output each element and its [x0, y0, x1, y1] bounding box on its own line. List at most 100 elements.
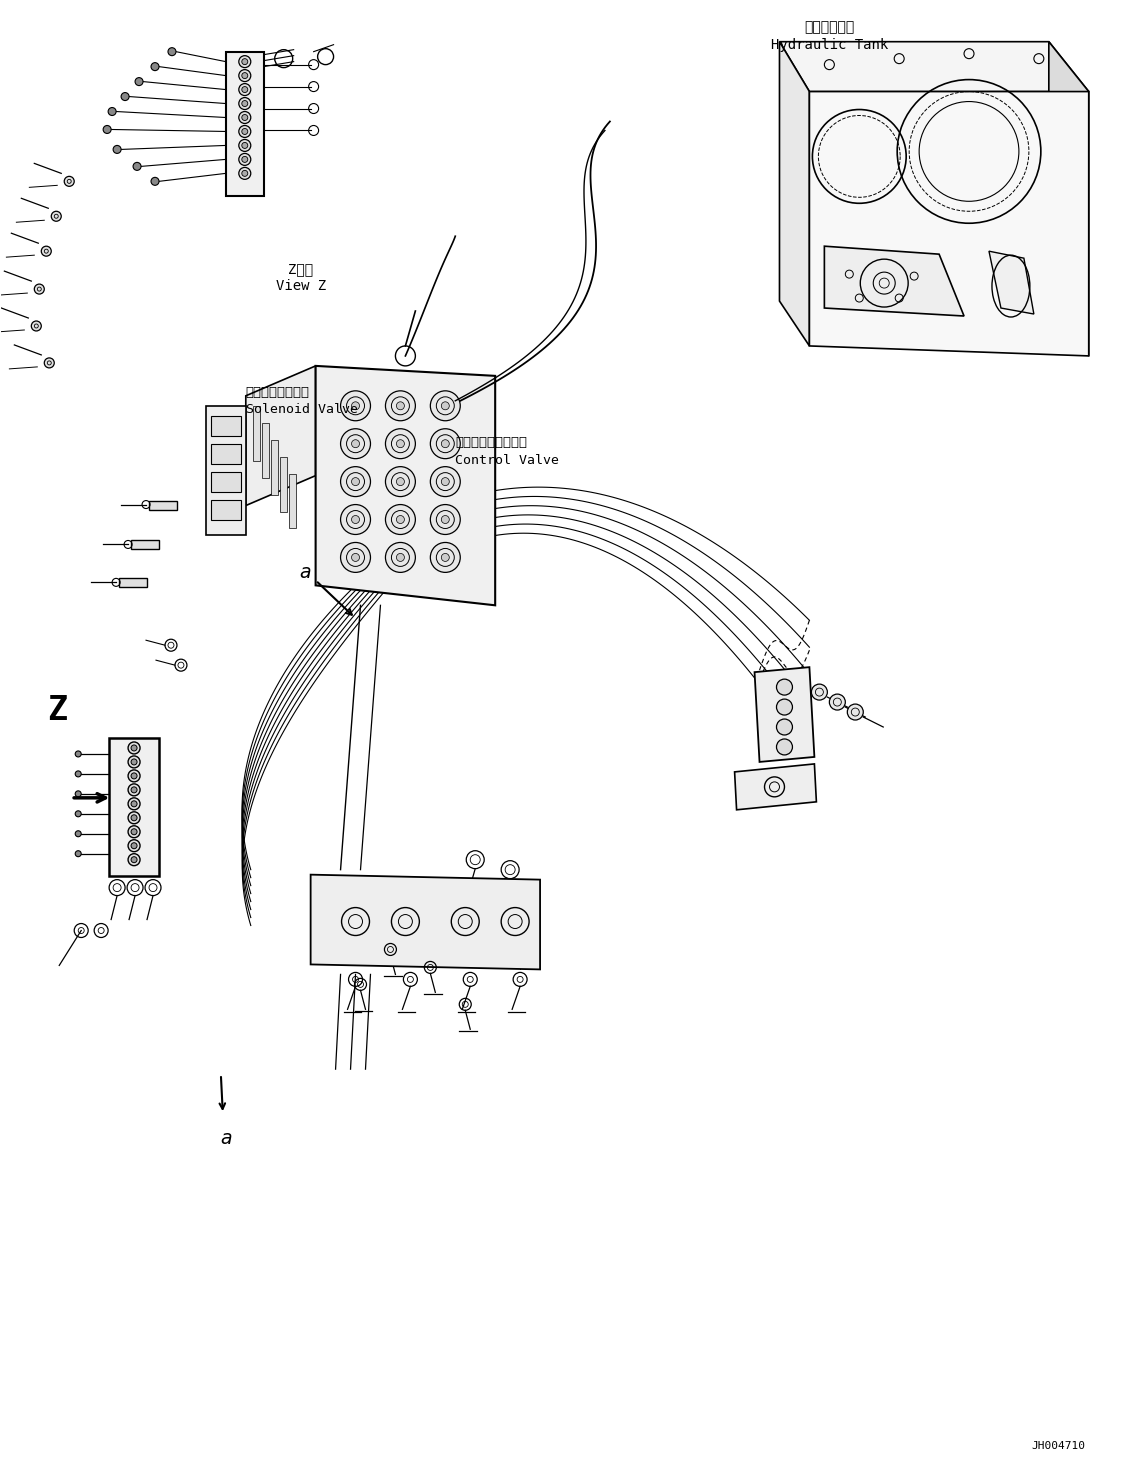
- Circle shape: [131, 758, 138, 766]
- Circle shape: [441, 402, 449, 409]
- Circle shape: [168, 48, 176, 56]
- Circle shape: [397, 516, 405, 523]
- Circle shape: [242, 129, 248, 134]
- Circle shape: [242, 58, 248, 64]
- Circle shape: [32, 321, 41, 332]
- Circle shape: [131, 856, 138, 862]
- Circle shape: [239, 168, 251, 180]
- Polygon shape: [310, 875, 540, 970]
- Circle shape: [341, 542, 371, 573]
- Bar: [131, 541, 159, 549]
- Circle shape: [75, 850, 81, 856]
- Bar: [210, 472, 241, 491]
- Bar: [226, 51, 264, 196]
- Text: ソレノイドバルブ: ソレノイドバルブ: [246, 386, 309, 399]
- Circle shape: [108, 108, 116, 115]
- Circle shape: [239, 98, 251, 110]
- Circle shape: [385, 428, 415, 459]
- Circle shape: [239, 111, 251, 124]
- Bar: [119, 579, 147, 587]
- Circle shape: [441, 478, 449, 485]
- Polygon shape: [810, 92, 1089, 356]
- Polygon shape: [755, 668, 814, 763]
- Circle shape: [131, 745, 138, 751]
- Text: Z　視: Z 視: [288, 262, 313, 276]
- Circle shape: [341, 504, 371, 535]
- Circle shape: [397, 440, 405, 447]
- Circle shape: [128, 853, 140, 866]
- Polygon shape: [780, 42, 1089, 92]
- Circle shape: [75, 790, 81, 796]
- Circle shape: [385, 466, 415, 497]
- Circle shape: [128, 798, 140, 809]
- Text: Hydraulic Tank: Hydraulic Tank: [771, 38, 888, 51]
- Circle shape: [41, 247, 51, 256]
- Circle shape: [430, 428, 460, 459]
- Circle shape: [777, 739, 792, 755]
- Circle shape: [239, 83, 251, 95]
- Circle shape: [351, 554, 359, 561]
- Text: Z: Z: [48, 694, 67, 726]
- Circle shape: [75, 751, 81, 757]
- Circle shape: [131, 801, 138, 806]
- Circle shape: [777, 719, 792, 735]
- Circle shape: [829, 694, 845, 710]
- Circle shape: [128, 812, 140, 824]
- Polygon shape: [246, 365, 316, 506]
- Circle shape: [351, 478, 359, 485]
- Polygon shape: [780, 42, 810, 346]
- Circle shape: [812, 684, 828, 700]
- Text: a: a: [300, 562, 312, 581]
- Circle shape: [777, 698, 792, 714]
- Circle shape: [34, 283, 44, 294]
- Circle shape: [441, 554, 449, 561]
- Polygon shape: [989, 251, 1034, 314]
- Text: View Z: View Z: [275, 279, 326, 294]
- Bar: [206, 406, 246, 536]
- Circle shape: [75, 831, 81, 837]
- Bar: [109, 738, 159, 875]
- Circle shape: [341, 466, 371, 497]
- Circle shape: [847, 704, 863, 720]
- Circle shape: [341, 392, 371, 421]
- Text: 作動油タンク: 作動油タンク: [804, 20, 855, 34]
- Circle shape: [103, 126, 111, 133]
- Text: JH004710: JH004710: [1031, 1441, 1086, 1451]
- Circle shape: [242, 156, 248, 162]
- Circle shape: [151, 177, 159, 186]
- Circle shape: [239, 126, 251, 137]
- Circle shape: [135, 77, 143, 86]
- Circle shape: [242, 171, 248, 177]
- Circle shape: [351, 402, 359, 409]
- Circle shape: [397, 478, 405, 485]
- Bar: [252, 406, 259, 460]
- Polygon shape: [824, 247, 964, 316]
- Circle shape: [430, 392, 460, 421]
- Circle shape: [122, 92, 130, 101]
- Circle shape: [351, 516, 359, 523]
- Circle shape: [242, 86, 248, 92]
- Polygon shape: [1048, 42, 1089, 356]
- Text: a: a: [219, 1129, 232, 1148]
- Circle shape: [128, 755, 140, 768]
- Circle shape: [441, 440, 449, 447]
- Circle shape: [131, 815, 138, 821]
- Circle shape: [441, 516, 449, 523]
- Circle shape: [385, 542, 415, 573]
- Circle shape: [44, 358, 55, 368]
- Circle shape: [430, 466, 460, 497]
- Circle shape: [239, 56, 251, 67]
- Polygon shape: [316, 365, 496, 605]
- Circle shape: [341, 428, 371, 459]
- Text: コントロールバルブ: コントロールバルブ: [455, 435, 528, 449]
- Circle shape: [239, 139, 251, 152]
- Text: Control Valve: Control Valve: [455, 454, 559, 466]
- Circle shape: [242, 101, 248, 107]
- Circle shape: [64, 177, 74, 187]
- Circle shape: [128, 770, 140, 782]
- Circle shape: [397, 402, 405, 409]
- Bar: [149, 501, 177, 510]
- Bar: [210, 416, 241, 435]
- Circle shape: [131, 787, 138, 793]
- Circle shape: [128, 742, 140, 754]
